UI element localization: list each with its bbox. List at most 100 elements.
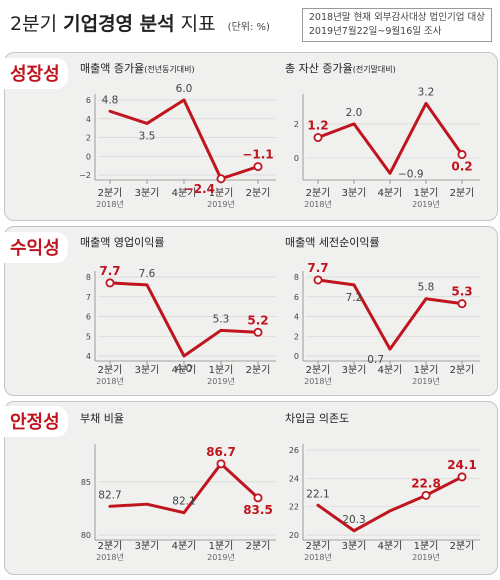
data-label: 5.3: [451, 285, 472, 299]
series-line: [108, 281, 260, 358]
chart-title-note: (전기말대비): [353, 64, 396, 74]
year-label: 2019년: [412, 552, 440, 562]
x-tick-label: 4분기: [172, 540, 197, 552]
x-tick-label: 3분기: [135, 540, 160, 552]
y-tick-label: 6: [294, 293, 299, 302]
data-point: [457, 299, 467, 309]
data-label: 6.0: [176, 83, 193, 95]
series-line: [316, 475, 464, 533]
y-tick-label: 7: [86, 293, 91, 302]
x-tick-label: 2분기: [98, 364, 123, 376]
year-label: 2018년: [304, 552, 332, 562]
y-tick-label: 4: [294, 313, 299, 322]
y-tick-label: 4: [86, 115, 91, 124]
unit-note: (단위: %): [227, 22, 270, 33]
x-tick-label: 4분기: [378, 540, 403, 552]
y-tick-label: 85: [81, 478, 91, 487]
x-tick-label: 3분기: [135, 364, 160, 376]
data-label: 82.1: [172, 496, 195, 508]
x-tick-label: 2분기: [246, 187, 271, 199]
year-label: 2018년: [96, 199, 124, 209]
source-note: 2018년말 현재 외부감사대상 법인기업 대상 2019년7월22일~9월16…: [301, 8, 492, 42]
x-tick-label: 3분기: [135, 187, 160, 199]
year-label: 2018년: [96, 552, 124, 562]
data-label: 7.7: [307, 261, 328, 275]
y-tick-label: −2: [79, 171, 91, 180]
x-tick-label: 1분기: [414, 540, 439, 552]
data-label: 7.6: [139, 268, 156, 280]
x-tick-label: 3분기: [342, 540, 367, 552]
data-point: [253, 162, 263, 172]
data-label: 86.7: [206, 445, 236, 459]
y-tick-label: 80: [81, 531, 91, 540]
series-line: [108, 462, 260, 515]
year-label: 2019년: [207, 376, 235, 386]
source-line-2: 2019년7월22일~9월16일 조사: [308, 26, 442, 37]
data-label: 0.2: [451, 160, 472, 174]
chart-title: 총 자산 증가율(전기말대비): [285, 62, 396, 75]
data-label: 3.5: [139, 130, 156, 142]
data-label: 5.3: [213, 313, 230, 325]
y-tick-label: 2: [294, 332, 299, 341]
x-tick-label: 2분기: [306, 187, 331, 199]
x-tick-label: 3분기: [342, 187, 367, 199]
data-label: −1.1: [242, 148, 273, 162]
x-tick-label: 2분기: [450, 540, 475, 552]
data-label: 4.8: [102, 94, 119, 106]
data-label: 7.2: [346, 292, 363, 304]
x-tick-label: 4분기: [172, 364, 197, 376]
x-tick-label: 1분기: [414, 187, 439, 199]
y-tick-label: 2: [294, 120, 299, 129]
data-label: 1.2: [307, 119, 328, 133]
year-label: 2019년: [207, 552, 235, 562]
y-tick-label: 8: [86, 273, 91, 282]
x-tick-label: 2분기: [246, 364, 271, 376]
data-label: 22.1: [306, 488, 329, 500]
data-point: [457, 150, 467, 160]
x-tick-label: 1분기: [209, 364, 234, 376]
x-tick-label: 2분기: [98, 187, 123, 199]
y-tick-label: 26: [289, 446, 299, 455]
y-tick-label: 5: [86, 332, 91, 341]
data-label: −0.9: [398, 168, 424, 180]
panel-stability: [4, 401, 498, 575]
data-point: [253, 493, 263, 503]
x-tick-label: 4분기: [172, 187, 197, 199]
page-title: 2분기 기업경영 분석 지표 (단위: %): [10, 9, 270, 36]
x-tick-label: 4분기: [378, 364, 403, 376]
series-line: [316, 101, 464, 175]
year-label: 2018년: [304, 199, 332, 209]
data-label: 82.7: [98, 489, 121, 501]
series-line: [316, 278, 464, 351]
y-tick-label: 2: [86, 134, 91, 143]
data-label: 22.8: [411, 476, 441, 490]
year-label: 2019년: [412, 199, 440, 209]
data-point: [105, 278, 115, 288]
data-label: 5.2: [247, 313, 268, 327]
data-point: [313, 275, 323, 285]
title-suffix: 지표: [180, 13, 216, 35]
title-main: 기업경영 분석: [63, 13, 175, 35]
data-label: 20.3: [342, 514, 365, 526]
y-tick-label: 4: [86, 352, 91, 361]
data-point: [313, 132, 323, 142]
x-tick-label: 1분기: [414, 364, 439, 376]
x-tick-label: 2분기: [306, 364, 331, 376]
x-tick-label: 2분기: [450, 187, 475, 199]
year-label: 2019년: [207, 199, 235, 209]
y-tick-label: 0: [294, 154, 299, 163]
section-tab-profitability: 수익성: [0, 232, 68, 263]
y-tick-label: 6: [86, 96, 91, 105]
data-label: 5.8: [418, 282, 435, 294]
panel-growth: [4, 52, 498, 221]
section-tab-stability: 안정성: [0, 406, 68, 437]
y-tick-label: 0: [86, 152, 91, 161]
data-label: 2.0: [346, 107, 363, 119]
x-tick-label: 4분기: [378, 187, 403, 199]
y-tick-label: 8: [294, 273, 299, 282]
section-tab-growth: 성장성: [0, 58, 68, 89]
chart-title: 부채 비율: [80, 412, 124, 425]
data-point: [421, 490, 431, 500]
x-tick-label: 1분기: [209, 540, 234, 552]
